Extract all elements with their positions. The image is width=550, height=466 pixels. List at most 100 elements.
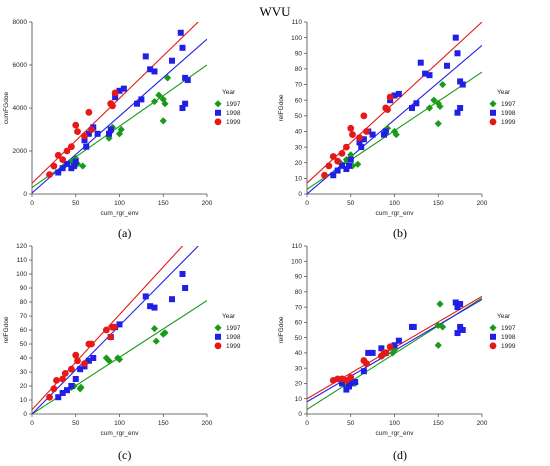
data-point-1999 xyxy=(363,128,370,135)
legend-marker-1999 xyxy=(489,342,497,350)
legend-marker-1998 xyxy=(215,333,221,340)
y-tick-label: 50 xyxy=(295,335,303,342)
data-point-1998 xyxy=(177,29,184,36)
data-point-1999 xyxy=(325,162,333,170)
legend-marker-1998 xyxy=(490,333,496,340)
data-point-1998 xyxy=(151,304,158,311)
y-tick-label: 20 xyxy=(295,381,303,388)
data-point-1998 xyxy=(365,349,372,356)
data-point-1999 xyxy=(347,373,355,381)
data-point-1999 xyxy=(382,104,390,112)
data-point-1998 xyxy=(454,109,461,116)
data-point-1999 xyxy=(107,100,115,108)
data-point-1997 xyxy=(354,160,362,168)
data-point-1998 xyxy=(179,44,186,51)
data-point-1999 xyxy=(59,375,67,383)
data-point-1999 xyxy=(102,326,110,334)
data-point-1998 xyxy=(179,271,186,277)
x-tick-label: 50 xyxy=(72,420,80,427)
data-point-1998 xyxy=(391,92,398,99)
data-point-1998 xyxy=(112,94,119,101)
data-point-1999 xyxy=(88,340,95,348)
data-point-1997 xyxy=(115,130,124,138)
data-point-1998 xyxy=(184,77,191,84)
data-point-1999 xyxy=(67,143,75,151)
y-tick-label: 60 xyxy=(295,320,303,327)
panel-b-caption: (b) xyxy=(393,226,407,240)
data-point-1998 xyxy=(382,128,389,135)
y-tick-label: 70 xyxy=(295,82,303,89)
data-point-1997 xyxy=(430,96,438,104)
x-tick-label: 100 xyxy=(389,200,400,207)
data-point-1997 xyxy=(150,325,159,333)
y-tick-label: 110 xyxy=(17,257,28,264)
scatter-panel-a: 0 50 100 150 20002000400060008000cum_rgr_env… xyxy=(3,19,241,217)
data-point-1998 xyxy=(169,296,175,303)
legend-marker-1997 xyxy=(489,324,497,332)
y-tick-label: 0 xyxy=(298,411,302,418)
data-point-1997 xyxy=(79,162,87,170)
data-point-1998 xyxy=(107,126,114,133)
data-point-1999 xyxy=(382,349,390,357)
x-tick-label: 200 xyxy=(202,420,213,427)
data-point-1998 xyxy=(334,167,341,174)
data-point-1999 xyxy=(54,151,62,159)
x-tick-label: 50 xyxy=(347,200,355,207)
y-tick-label: 120 xyxy=(16,243,27,250)
data-point-1998 xyxy=(151,68,158,75)
y-tick-label: 100 xyxy=(291,258,302,265)
data-point-1998 xyxy=(71,163,77,170)
data-point-1998 xyxy=(68,383,75,389)
y-tick-label: 10 xyxy=(295,176,303,183)
data-point-1999 xyxy=(61,370,69,377)
data-point-1998 xyxy=(343,165,350,172)
data-point-1997 xyxy=(72,154,80,163)
data-point-1998 xyxy=(138,96,145,103)
panel-d-caption: (d) xyxy=(393,448,407,462)
y-tick-label: 50 xyxy=(20,341,28,348)
data-point-1998 xyxy=(459,81,466,88)
y-tick-label: 80 xyxy=(295,289,303,296)
legend-label-1999: 1999 xyxy=(501,343,516,350)
data-point-1997 xyxy=(152,337,160,345)
data-point-1997 xyxy=(67,158,75,166)
data-point-1997 xyxy=(77,383,85,391)
data-point-1998 xyxy=(134,100,140,107)
legend-marker-1997 xyxy=(489,100,497,108)
data-point-1998 xyxy=(116,321,123,328)
data-point-1998 xyxy=(59,165,66,172)
y-tick-label: 80 xyxy=(20,299,28,306)
y-tick-label: 80 xyxy=(295,66,303,73)
x-axis-label: cum_rgr_env xyxy=(101,430,140,437)
data-point-1998 xyxy=(459,327,466,333)
y-tick-label: 90 xyxy=(295,274,303,281)
data-point-1997 xyxy=(383,124,392,132)
data-point-1999 xyxy=(53,377,60,384)
legend-marker-1998 xyxy=(215,109,221,116)
legend-label-1997: 1997 xyxy=(226,101,241,108)
data-point-1999 xyxy=(46,393,53,401)
legend-title: Year xyxy=(497,313,511,320)
data-point-1998 xyxy=(94,130,101,137)
legend-label-1999: 1999 xyxy=(501,119,516,126)
data-point-1998 xyxy=(120,85,127,92)
legend-marker-1997 xyxy=(214,324,222,332)
x-tick-label: 0 xyxy=(305,420,309,427)
data-point-1999 xyxy=(50,385,58,393)
legend-label-1999: 1999 xyxy=(226,343,241,350)
axes xyxy=(306,246,482,415)
data-point-1998 xyxy=(452,34,459,41)
data-point-1999 xyxy=(81,360,88,367)
data-point-1997 xyxy=(389,349,397,357)
data-point-1999 xyxy=(349,131,356,138)
x-tick-label: 0 xyxy=(305,200,309,207)
data-point-1999 xyxy=(334,157,342,165)
data-point-1998 xyxy=(360,136,367,143)
data-point-1998 xyxy=(77,366,84,373)
legend-label-1998: 1998 xyxy=(226,110,241,117)
y-tick-label: 30 xyxy=(20,369,28,376)
data-point-1999 xyxy=(72,121,80,129)
legend-title: Year xyxy=(222,313,236,320)
data-point-1998 xyxy=(457,323,464,330)
legend-marker-1999 xyxy=(214,342,222,350)
